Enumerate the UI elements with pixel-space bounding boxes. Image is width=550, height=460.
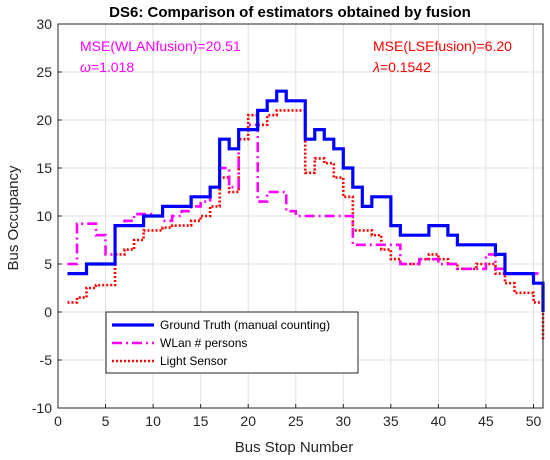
chart-title: DS6: Comparison of estimators obtained b…	[109, 4, 471, 21]
legend-label-2: Light Sensor	[160, 354, 227, 368]
legend: Ground Truth (manual counting) WLan # per…	[105, 311, 359, 374]
legend-label-0: Ground Truth (manual counting)	[160, 318, 330, 332]
annotation-symbol: ω	[80, 59, 91, 75]
annotation-mse_lse: MSE(LSEfusion)=6.20	[373, 38, 512, 54]
x-tick-label: 15	[193, 413, 209, 429]
y-tick-label: 20	[36, 112, 52, 128]
annotation-value: =1.018	[91, 59, 134, 75]
x-tick-label: 50	[526, 413, 542, 429]
y-tick-label: -5	[40, 352, 53, 368]
x-axis-label: Bus Stop Number	[235, 439, 353, 456]
x-tick-label: 10	[145, 413, 161, 429]
series-line-0	[67, 89, 545, 312]
annotations: MSE(WLANfusion)=20.51 ω=1.018 MSE(LSEfusio…	[80, 38, 512, 75]
y-tick-label: 5	[44, 256, 52, 272]
y-tick-label: 25	[36, 64, 52, 80]
y-tick-label: 0	[44, 304, 52, 320]
x-tick-label: 30	[336, 413, 352, 429]
x-tick-label: 35	[383, 413, 399, 429]
x-tick-label: 5	[102, 413, 110, 429]
x-tick-label: 40	[431, 413, 447, 429]
annotation-symbol: λ	[372, 59, 380, 75]
legend-label-1: WLan # persons	[160, 336, 247, 350]
y-tick-label: 15	[36, 160, 52, 176]
axis-ticks: 0 5 10 15 20 25 30 35 40 45 50 -10 -5 0 5 10 15 20 25 30	[32, 16, 542, 429]
x-tick-label: 25	[288, 413, 304, 429]
y-axis-label: Bus Occupancy	[5, 165, 22, 271]
annotation-lambda: λ=0.1542	[372, 59, 431, 75]
y-tick-label: 10	[36, 208, 52, 224]
series-line-1	[67, 123, 543, 275]
annotation-value: =0.1542	[380, 59, 431, 75]
annotation-omega: ω=1.018	[80, 59, 134, 75]
x-tick-label: 20	[240, 413, 256, 429]
y-tick-label: -10	[32, 400, 52, 416]
x-tick-label: 45	[478, 413, 494, 429]
series-layer	[67, 89, 545, 341]
annotation-mse_wlan: MSE(WLANfusion)=20.51	[80, 38, 241, 54]
y-tick-label: 30	[36, 16, 52, 32]
x-tick-label: 0	[54, 413, 62, 429]
